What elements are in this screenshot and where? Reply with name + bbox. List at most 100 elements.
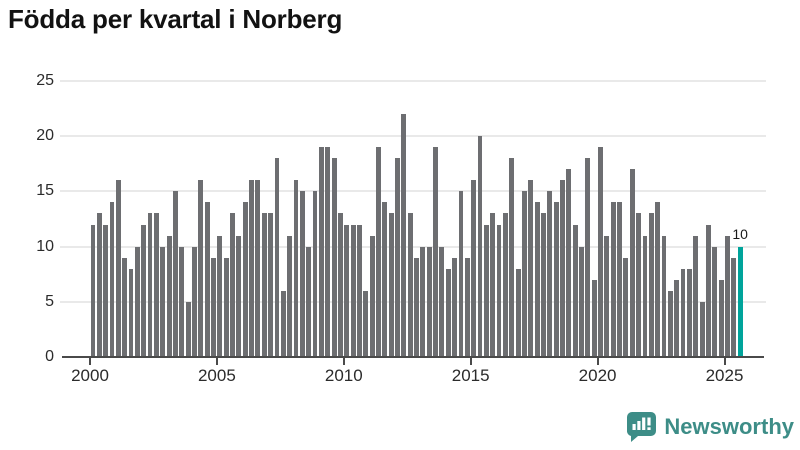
y-axis-tick-label-5: 5	[45, 292, 54, 310]
bar-2025-q1	[725, 235, 730, 357]
gridline-y-20	[60, 135, 766, 138]
bar-2012-q3	[407, 213, 413, 357]
y-axis-tick-label-15: 15	[36, 182, 54, 200]
x-axis-tick-2005	[215, 358, 218, 365]
bar-2014-q1	[445, 268, 451, 357]
bar-2019-q1	[572, 224, 578, 357]
bar-2013-q4	[439, 246, 445, 357]
bar-2007-q4	[287, 235, 293, 357]
x-axis-tick-2015	[469, 358, 472, 365]
bar-2024-q4	[718, 279, 724, 357]
bar-2007-q3	[280, 290, 286, 357]
newsworthy-logo[interactable]: Newsworthy	[626, 411, 794, 443]
bar-2016-q2	[502, 213, 508, 357]
bar-2000-q4	[109, 202, 115, 357]
bar-2015-q4	[490, 213, 496, 357]
bar-2005-q3	[230, 213, 235, 357]
bar-2003-q1	[166, 235, 172, 357]
bar-2002-q4	[160, 246, 166, 357]
bar-2014-q4	[464, 257, 470, 357]
bar-2012-q4	[414, 257, 419, 357]
bar-2009-q3	[331, 158, 337, 357]
bar-2014-q3	[458, 191, 464, 357]
y-axis-tick-label-0: 0	[45, 348, 54, 365]
bar-2009-q1	[318, 147, 324, 357]
bar-2004-q3	[204, 202, 210, 357]
bar-2004-q4	[211, 257, 216, 357]
bar-2007-q2	[274, 158, 280, 357]
bar-2021-q4	[642, 235, 648, 357]
x-axis-tick-label-2015: 2015	[451, 366, 490, 385]
y-axis-tick-label-25: 25	[36, 72, 54, 89]
bar-2012-q2	[401, 114, 407, 357]
bar-2005-q4	[236, 235, 242, 357]
bar-2000-q3	[103, 224, 109, 357]
bar-2016-q4	[515, 268, 521, 357]
bar-2006-q3	[255, 180, 261, 357]
bar-2011-q1	[369, 235, 375, 357]
x-axis-tick-label-2025: 2025	[705, 366, 744, 385]
gridline-y-10	[60, 245, 766, 248]
bar-2019-q2	[579, 246, 584, 357]
bar-2008-q2	[299, 191, 305, 357]
bar-2011-q3	[382, 202, 388, 357]
bar-2010-q3	[356, 224, 362, 357]
bar-2001-q3	[128, 268, 134, 357]
y-axis-tick-label-20: 20	[36, 127, 54, 145]
bar-2010-q4	[363, 290, 369, 357]
bar-2000-q1	[90, 224, 96, 357]
bar-2018-q4	[566, 169, 572, 357]
bar-2008-q1	[293, 180, 299, 357]
bar-2003-q3	[179, 246, 185, 357]
bar-2020-q2	[604, 235, 610, 357]
bar-2008-q3	[306, 246, 312, 357]
x-axis-tick-2000	[89, 358, 91, 365]
bar-2001-q2	[122, 257, 128, 357]
bar-2018-q1	[547, 191, 553, 357]
bar-2004-q1	[192, 246, 197, 357]
bar-2001-q1	[115, 180, 121, 357]
bar-2022-q1	[648, 213, 654, 357]
newsworthy-speech-bubble-bar-chart-icon	[627, 412, 657, 442]
bar-2015-q1	[471, 180, 477, 357]
bar-2019-q3	[585, 158, 591, 357]
bar-2024-q1	[699, 301, 705, 357]
bar-2018-q3	[560, 180, 565, 357]
x-axis-tick-2010	[342, 358, 345, 365]
bar-2016-q1	[496, 224, 502, 357]
bar-2017-q4	[540, 213, 546, 357]
bar-2025-q3	[737, 246, 743, 357]
bar-2013-q3	[433, 147, 439, 357]
bar-2019-q4	[591, 279, 597, 357]
x-axis-tick-label-2005: 2005	[197, 366, 236, 385]
newsworthy-logo-text: Newsworthy	[664, 414, 794, 439]
bar-2008-q4	[312, 191, 318, 357]
x-axis-tick-2020	[596, 358, 599, 365]
bar-2011-q4	[388, 213, 394, 357]
y-axis-tick-label-10: 10	[36, 237, 54, 255]
bar-2002-q1	[141, 224, 147, 357]
bar-2023-q3	[686, 268, 692, 357]
bar-2025-q2	[731, 257, 737, 357]
bar-2005-q1	[217, 235, 223, 357]
bar-2003-q2	[172, 191, 178, 357]
bar-2006-q2	[249, 180, 255, 357]
bar-2006-q1	[242, 202, 248, 357]
bar-2016-q3	[509, 158, 515, 357]
bar-2007-q1	[268, 213, 274, 357]
bar-2021-q3	[636, 213, 642, 357]
bar-2010-q2	[350, 224, 356, 357]
bar-2020-q4	[617, 202, 623, 357]
bar-2017-q3	[534, 202, 540, 357]
bar-2017-q1	[521, 191, 527, 357]
chart-title: Födda per kvartal i Norberg	[8, 4, 343, 34]
x-axis-line	[62, 356, 764, 358]
bar-2009-q2	[325, 147, 331, 357]
bar-2022-q4	[667, 290, 673, 357]
bar-2000-q2	[96, 213, 102, 357]
bar-2020-q3	[610, 202, 616, 357]
bar-2003-q4	[185, 301, 191, 357]
bar-2017-q2	[528, 180, 534, 357]
highlighted-bar-value-label: 10	[732, 225, 748, 242]
